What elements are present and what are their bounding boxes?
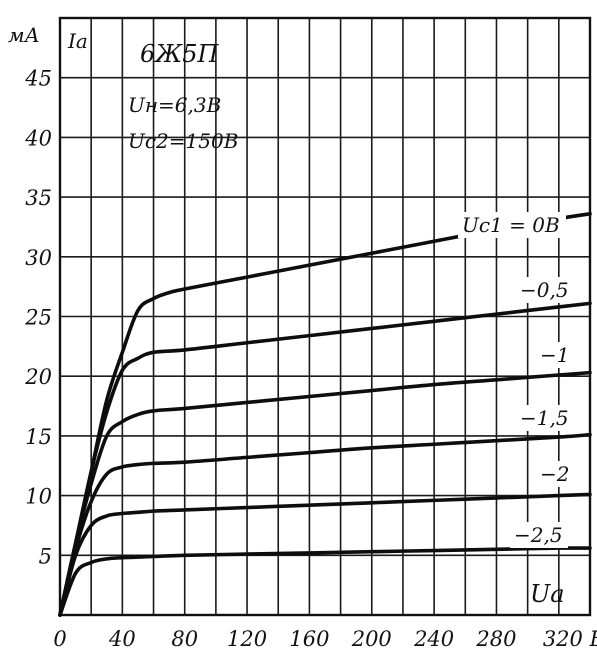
x-tick-label: 0 — [53, 627, 66, 651]
series-line — [58, 432, 592, 617]
x-tick-label: 120 — [227, 627, 267, 651]
series-label-background — [458, 212, 566, 238]
x-tick-label: 40 — [108, 627, 136, 651]
x-tick-label: 80 — [171, 627, 198, 651]
x-tick-label: 320 В — [543, 627, 597, 651]
y-tick-label: 30 — [25, 246, 52, 270]
series-line — [58, 546, 592, 617]
y-tick-label: 10 — [25, 485, 52, 509]
series-label-background — [510, 522, 568, 548]
series-line — [58, 492, 592, 617]
series-label: −1 — [540, 343, 569, 367]
series-label-background — [536, 342, 569, 368]
y-tick-label: 20 — [24, 365, 52, 389]
tick-labels: 5 10 15 20 25 30 35 40 45 0 40 80 120 160 200 240 280 320… — [24, 67, 597, 651]
y-tick-label: 45 — [24, 67, 52, 91]
y-tick-label: 15 — [25, 425, 52, 449]
y-tick-label: 40 — [24, 126, 52, 150]
series-line — [58, 370, 592, 617]
y-tick-label: 35 — [25, 186, 52, 210]
series-label: −2 — [540, 462, 569, 486]
y-axis-symbol: Iа — [67, 29, 88, 53]
series-labels: Uс1 = 0В −0,5 −1 −1,5 −2 −2,5 — [458, 212, 574, 548]
series-label: −2,5 — [514, 523, 563, 547]
x-tick-label: 200 — [351, 627, 392, 651]
x-axis-symbol: Uа — [530, 580, 565, 608]
y-axis-unit: мА — [8, 23, 40, 47]
y-tick-label: 5 — [39, 544, 52, 568]
x-tick-label: 160 — [289, 627, 329, 651]
series-label-background — [516, 277, 574, 303]
x-tick-label: 280 — [475, 627, 516, 651]
series-label-background — [536, 461, 569, 487]
plot-frame — [58, 16, 592, 617]
series-label-background — [516, 405, 574, 431]
series-label: −0,5 — [520, 278, 569, 302]
series-label: −1,5 — [520, 406, 569, 430]
annotation-heater-voltage: Uн=6,3В — [128, 93, 221, 117]
series-label: Uс1 = 0В — [462, 213, 560, 237]
chart-title: 6Ж5П — [140, 40, 220, 68]
x-tick-label: 240 — [413, 627, 454, 651]
annotation-screen-voltage: Uс2=150В — [128, 129, 238, 153]
series-line — [58, 301, 592, 617]
y-tick-label: 25 — [24, 306, 52, 330]
